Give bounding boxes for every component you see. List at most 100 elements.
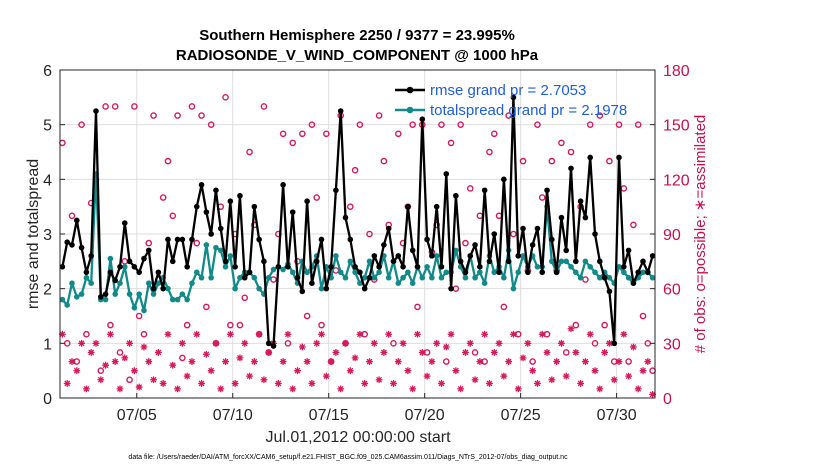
assimilated-obs-point: [82, 385, 90, 393]
assimilated-obs-point: [375, 376, 383, 384]
totalspread-point: [534, 264, 541, 270]
assimilated-obs-point: [644, 358, 652, 365]
totalspread-point: [227, 253, 234, 259]
rmse-point: [534, 225, 541, 232]
legend-rmse-label: rmse grand pr = 2.7053: [430, 82, 586, 99]
totalspread-point: [304, 269, 310, 276]
rmse-point: [256, 236, 262, 243]
totalspread-point: [443, 269, 450, 276]
possible-obs-point: [409, 121, 416, 128]
assimilated-obs-point: [615, 358, 623, 365]
possible-obs-point: [116, 349, 124, 356]
possible-obs-point: [188, 103, 196, 110]
rmse-point: [208, 231, 214, 237]
possible-obs-point: [102, 103, 109, 110]
y-axis-label: rmse and totalspread: [25, 159, 42, 309]
possible-obs-point: [169, 212, 177, 220]
assimilated-obs-point: [577, 380, 585, 387]
assimilated-obs-point: [342, 339, 349, 347]
assimilated-obs-point: [370, 339, 378, 347]
assimilated-obs-point: [610, 376, 618, 384]
assimilated-obs-point: [164, 330, 172, 338]
y-axis-left: 0 1 2 3 4 5 6: [43, 63, 65, 408]
totalspread-point: [112, 291, 118, 297]
assimilated-obs-point: [428, 358, 436, 365]
assimilated-obs-point: [625, 372, 633, 380]
rmse-point: [429, 253, 435, 259]
rmse-point: [333, 187, 339, 194]
totalspread-point: [409, 280, 416, 287]
rmse-point: [385, 225, 392, 232]
assimilated-obs-point: [202, 350, 210, 358]
totalspread-point: [625, 274, 632, 281]
rmse-point: [433, 203, 440, 210]
assimilated-obs-point: [433, 339, 441, 347]
possible-obs-point: [601, 321, 608, 329]
assimilated-obs-point: [394, 358, 402, 365]
rmse-point: [649, 253, 656, 259]
totalspread-point: [179, 291, 186, 297]
possible-obs-point: [159, 194, 167, 201]
possible-obs-point: [111, 103, 119, 110]
x-axis-label: Jul.01,2012 00:00:00 start: [265, 429, 451, 446]
assimilated-obs-point: [404, 367, 412, 375]
assimilated-obs-point: [534, 380, 541, 387]
totalspread-point: [429, 274, 435, 281]
rmse-point: [203, 209, 210, 215]
rmse-line: [61, 96, 654, 348]
totalspread-point: [342, 274, 349, 281]
assimilated-obs-point: [582, 358, 589, 365]
y-tick-label: 3: [43, 227, 52, 244]
rmse-point: [102, 291, 109, 297]
totalspread-point: [481, 280, 488, 287]
possible-obs-point: [83, 330, 90, 338]
rmse-point: [568, 165, 574, 172]
rmse-point: [553, 269, 560, 276]
possible-obs-point: [227, 321, 234, 329]
rmse-point: [539, 269, 546, 276]
possible-obs-point: [260, 103, 268, 110]
rmse-point: [472, 242, 478, 248]
assimilated-obs-point: [490, 349, 498, 356]
rmse-point: [573, 258, 579, 265]
totalspread-point: [438, 274, 445, 281]
rmse-point: [213, 187, 219, 194]
totalspread-point: [165, 285, 171, 292]
rmse-point: [222, 258, 229, 265]
rmse-point: [337, 108, 344, 114]
rmse-point: [390, 258, 397, 265]
rmse-point: [97, 294, 104, 300]
rmse-point: [136, 269, 142, 276]
possible-obs-point: [634, 121, 642, 128]
possible-obs-point: [164, 157, 172, 165]
possible-obs-point: [414, 303, 421, 311]
rmse-point: [361, 285, 368, 292]
possible-obs-point: [586, 121, 594, 128]
assimilated-obs-point: [121, 354, 129, 362]
assimilated-obs-point: [58, 330, 66, 338]
assimilated-obs-point: [265, 349, 273, 356]
y-right-tick-label: 30: [663, 336, 681, 353]
rmse-point: [64, 239, 70, 245]
possible-obs-point: [438, 121, 445, 128]
x-tick-label: 07/10: [213, 407, 253, 424]
rmse-point: [645, 269, 651, 276]
assimilated-obs-point: [630, 343, 637, 351]
totalspread-point: [592, 269, 598, 276]
possible-obs-point: [308, 121, 316, 128]
totalspread-point: [549, 258, 555, 265]
totalspread-point: [366, 258, 373, 265]
possible-obs-point: [241, 294, 249, 302]
totalspread-point: [347, 258, 354, 265]
rmse-point: [145, 247, 152, 254]
assimilated-obs-point: [414, 330, 421, 338]
assimilated-obs-point: [380, 349, 388, 356]
rmse-point: [549, 236, 555, 243]
assimilated-obs-point: [106, 330, 114, 338]
totalspread-point: [222, 264, 229, 270]
x-tick-label: 07/30: [597, 407, 637, 424]
rmse-point: [328, 264, 334, 270]
possible-obs-point: [279, 130, 287, 138]
rmse-point: [189, 236, 195, 243]
assimilated-obs-point: [97, 376, 105, 384]
